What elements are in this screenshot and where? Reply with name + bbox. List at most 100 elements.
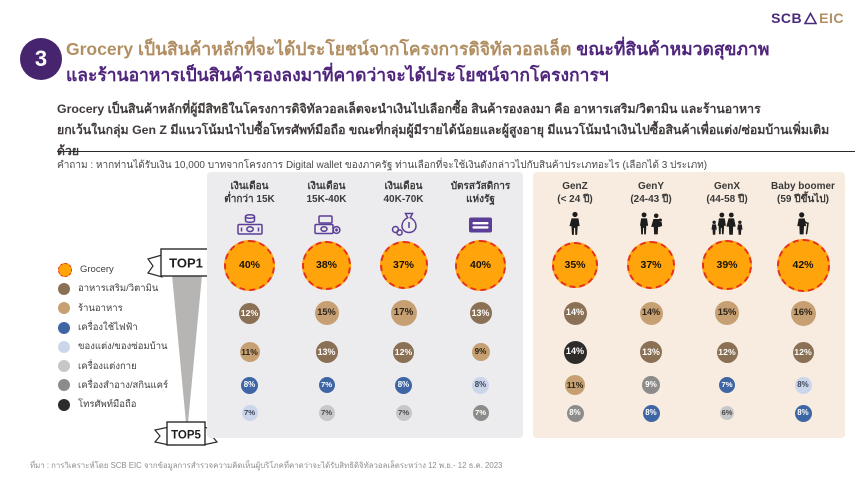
banknote-coin-icon bbox=[312, 210, 342, 238]
survey-question: คำถาม : หากท่านได้รับเงิน 10,000 บาทจากโ… bbox=[57, 160, 708, 171]
top1-ribbon bbox=[160, 248, 212, 277]
legend-swatch-apparel bbox=[58, 360, 70, 373]
column-genx: GenX (44-58 ปี) 39% 15% 12% 7% 6% bbox=[689, 180, 765, 438]
percent-bubble: 6% bbox=[720, 406, 734, 420]
divider-line bbox=[57, 151, 855, 152]
legend: Grocery อาหารเสริม/วิตามิน ร้านอาหาร เคร… bbox=[58, 260, 213, 414]
column-state-welfare-card: บัตรสวัสดิการ แห่งรัฐ 40% 13% 9% 8% 7% bbox=[442, 180, 519, 438]
percent-bubble: 15% bbox=[314, 301, 339, 325]
percent-bubble: 7% bbox=[318, 377, 335, 393]
summary-paragraph: Grocery เป็นสินค้าหลักที่ผู้มีสิทธิในโคร… bbox=[57, 99, 847, 162]
column-subtitle: แห่งรัฐ bbox=[466, 194, 495, 205]
column-income-40k-70k: เงินเดือน 40K-70K 37% 17% 12% 8% 7% bbox=[365, 180, 442, 438]
slide-number-badge: 3 bbox=[20, 38, 62, 80]
legend-swatch-supplements bbox=[58, 282, 70, 295]
percent-bubble: 8% bbox=[794, 376, 812, 394]
column-subtitle: ต่ำกว่า 15K bbox=[224, 194, 275, 205]
percent-bubble: 8% bbox=[472, 376, 489, 394]
legend-label: เครื่องใช้ไฟฟ้า bbox=[78, 322, 138, 334]
logo-eic-text: EIC bbox=[819, 10, 844, 26]
percent-bubble: 40% bbox=[224, 239, 275, 291]
family-icon bbox=[709, 210, 745, 238]
logo-triangle-icon bbox=[804, 11, 818, 24]
legend-item-supplements: อาหารเสริม/วิตามิน bbox=[58, 279, 213, 298]
logo-scb-text: SCB bbox=[771, 10, 803, 26]
person-icon bbox=[565, 210, 585, 238]
percent-bubble: 7% bbox=[241, 405, 258, 421]
funnel-shape bbox=[172, 275, 202, 423]
percent-bubble: 17% bbox=[390, 300, 417, 326]
percent-bubble: 16% bbox=[790, 300, 816, 326]
percent-bubble: 39% bbox=[702, 240, 752, 290]
legend-item-appliances: เครื่องใช้ไฟฟ้า bbox=[58, 318, 213, 337]
elderly-icon bbox=[791, 210, 815, 238]
column-subtitle: (< 24 ปี) bbox=[557, 194, 593, 205]
legend-swatch-appliances bbox=[58, 321, 70, 334]
column-title: เงินเดือน bbox=[307, 181, 346, 192]
percent-bubble: 35% bbox=[552, 242, 598, 288]
column-title: GenZ bbox=[562, 181, 588, 192]
percent-bubble: 12% bbox=[393, 341, 414, 363]
legend-label: ร้านอาหาร bbox=[78, 302, 123, 314]
percent-bubble: 13% bbox=[469, 302, 492, 324]
percent-bubble: 8% bbox=[642, 404, 660, 422]
legend-item-cosmetics: เครื่องสำอาง/สกินแคร์ bbox=[58, 376, 213, 395]
legend-item-grocery: Grocery bbox=[58, 260, 213, 279]
percent-bubble: 12% bbox=[792, 341, 814, 363]
column-baby-boomer: Baby boomer (59 ปีขึ้นไป) 42% 16% 12% 8%… bbox=[765, 180, 841, 438]
legend-item-home-improvement: ของแต่ง/ของซ่อมบ้าน bbox=[58, 337, 213, 356]
legend-label: ของแต่ง/ของซ่อมบ้าน bbox=[78, 341, 168, 353]
percent-bubble: 8% bbox=[794, 404, 812, 422]
banknote-coins-icon bbox=[235, 210, 265, 238]
legend-swatch-cosmetics bbox=[58, 379, 70, 392]
summary-line1: Grocery เป็นสินค้าหลักที่ผู้มีสิทธิในโคร… bbox=[57, 102, 761, 116]
percent-bubble: 8% bbox=[241, 376, 258, 394]
legend-label: โทรศัพท์มือถือ bbox=[78, 399, 137, 411]
top5-label: TOP5 bbox=[171, 430, 201, 442]
column-income-15k-40k: เงินเดือน 15K-40K 38% 15% 13% 7% 7% bbox=[288, 180, 365, 438]
column-title: Baby boomer bbox=[771, 181, 835, 192]
column-geny: GenY (24-43 ปี) 37% 14% 13% 9% 8% bbox=[613, 180, 689, 438]
title-rest: ขณะที่สินค้าหมวดสุขภาพ bbox=[571, 39, 770, 59]
column-subtitle: 40K-70K bbox=[383, 194, 424, 205]
money-bag-icon bbox=[389, 210, 419, 238]
percent-bubble: 7% bbox=[395, 405, 412, 421]
percent-bubble: 12% bbox=[239, 302, 260, 324]
scb-eic-logo: SCB EIC bbox=[771, 10, 844, 26]
legend-item-mobile-phone: โทรศัพท์มือถือ bbox=[58, 395, 213, 414]
percent-bubble: 13% bbox=[640, 341, 662, 363]
percent-bubble: 15% bbox=[715, 301, 739, 325]
legend-swatch-grocery bbox=[58, 262, 72, 277]
column-income-under-15k: เงินเดือน ต่ำกว่า 15K 40% 12% 11% 8% 7% bbox=[211, 180, 288, 438]
percent-bubble: 37% bbox=[379, 241, 428, 289]
percent-bubble: 7% bbox=[318, 405, 335, 421]
percent-bubble: 40% bbox=[455, 239, 506, 291]
title-line2: และร้านอาหารเป็นสินค้ารองลงมาที่คาดว่าจะ… bbox=[66, 65, 609, 85]
percent-bubble: 8% bbox=[395, 376, 412, 394]
percent-bubble: 7% bbox=[472, 405, 489, 421]
page-title: Grocery เป็นสินค้าหลักที่จะได้ประโยชน์จา… bbox=[66, 36, 846, 88]
percent-bubble: 38% bbox=[302, 240, 351, 290]
couple-icon bbox=[636, 210, 666, 238]
title-highlight: Grocery เป็นสินค้าหลักที่จะได้ประโยชน์จา… bbox=[66, 39, 572, 59]
percent-bubble: 14% bbox=[563, 301, 587, 325]
percent-bubble: 13% bbox=[315, 341, 338, 363]
source-footnote: ที่มา : การวิเคราะห์โดย SCB EIC จากข้อมู… bbox=[30, 461, 503, 470]
percent-bubble: 11% bbox=[565, 375, 585, 395]
percent-bubble: 8% bbox=[566, 404, 584, 422]
column-title: เงินเดือน bbox=[384, 181, 423, 192]
legend-label: เครื่องสำอาง/สกินแคร์ bbox=[78, 379, 169, 391]
percent-bubble: 14% bbox=[639, 301, 663, 325]
percent-bubble: 9% bbox=[642, 376, 660, 394]
percent-bubble: 9% bbox=[471, 343, 490, 361]
percent-bubble: 37% bbox=[627, 241, 675, 289]
income-panel: เงินเดือน ต่ำกว่า 15K 40% 12% 11% 8% 7% … bbox=[207, 172, 523, 438]
column-title: เงินเดือน bbox=[230, 181, 269, 192]
column-genz: GenZ (< 24 ปี) 35% 14% 14% 11% 8% bbox=[537, 180, 613, 438]
legend-label: เครื่องแต่งกาย bbox=[78, 360, 137, 372]
top1-label: TOP1 bbox=[169, 256, 203, 271]
percent-bubble: 42% bbox=[776, 238, 830, 292]
percent-bubble: 12% bbox=[716, 341, 738, 363]
column-title: GenY bbox=[637, 181, 665, 192]
